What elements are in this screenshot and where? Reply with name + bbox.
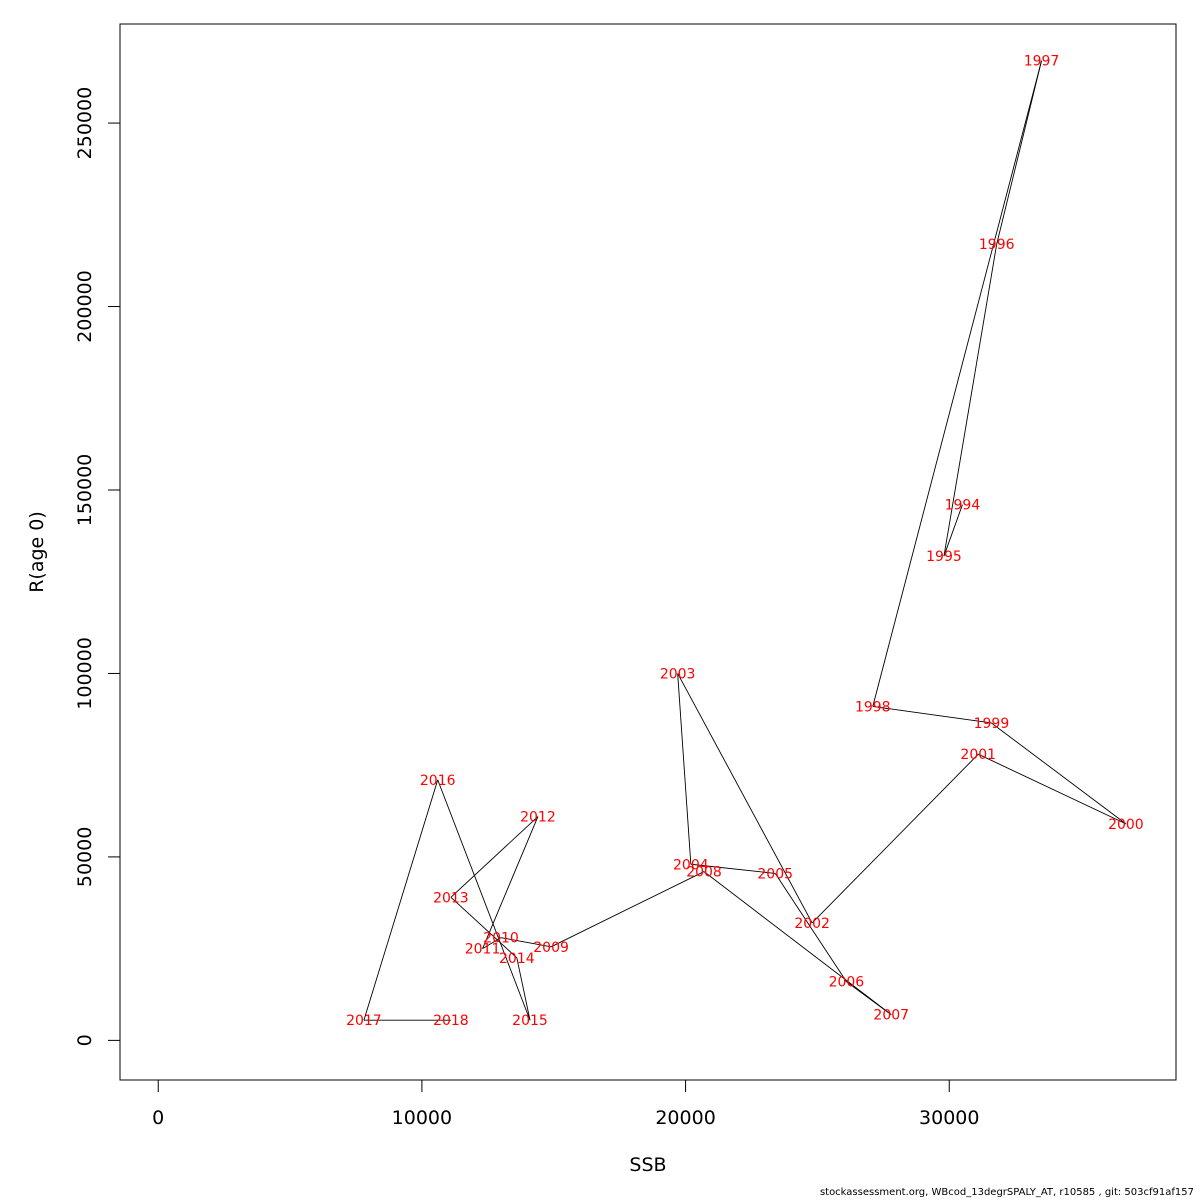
footer-note: stockassessment.org, WBcod_13degrSPALY_A…: [819, 1187, 1194, 1198]
series-segment: [943, 504, 963, 557]
x-tick-label: 0: [152, 1107, 164, 1129]
series-segment: [450, 816, 539, 898]
year-label: 2004: [673, 857, 709, 873]
series-segment: [690, 863, 776, 874]
x-tick-label: 10000: [392, 1107, 452, 1129]
series-segment: [996, 60, 1042, 245]
year-label: 2005: [757, 866, 793, 882]
y-tick-label: 250000: [74, 87, 96, 160]
year-label: 2001: [960, 747, 996, 763]
y-tick-label: 100000: [74, 637, 96, 710]
x-tick-label: 30000: [919, 1107, 979, 1129]
year-label: 2007: [873, 1008, 909, 1024]
series-segment: [991, 722, 1127, 825]
series-segment: [500, 937, 552, 948]
year-label: 2008: [686, 865, 722, 881]
year-label: 2003: [660, 666, 696, 682]
year-label: 1995: [926, 549, 962, 565]
year-label: 2010: [483, 931, 519, 947]
series-segment: [437, 779, 531, 1021]
series-segment: [450, 896, 518, 959]
year-label: 2009: [533, 940, 569, 956]
year-label: 2017: [346, 1013, 382, 1029]
year-label: 1999: [974, 716, 1010, 732]
series-segment: [482, 816, 539, 949]
year-label: 2000: [1108, 817, 1144, 833]
plot-frame: [119, 23, 1177, 1081]
year-label: 1997: [1024, 54, 1060, 70]
series-segment: [363, 779, 439, 1021]
series-segment: [550, 871, 705, 948]
series-segment: [978, 753, 1127, 825]
year-label: 2002: [794, 916, 830, 932]
y-tick-label: 150000: [74, 454, 96, 527]
series-segment: [516, 957, 531, 1021]
y-axis: 0 50000 100000 150000 200000 250000: [74, 87, 121, 1046]
year-label: 1996: [979, 237, 1015, 253]
point-labels: 1994 1995 1996 1997 1998 1999 2000 2001 2002 2003…: [346, 54, 1144, 1029]
x-axis-title: SSB: [629, 1154, 666, 1176]
year-label: 2016: [420, 773, 456, 789]
y-tick-label: 50000: [74, 827, 96, 887]
series-segment: [943, 244, 998, 557]
series-segment: [677, 673, 692, 865]
series-segment: [677, 673, 813, 924]
y-tick-label: 200000: [74, 270, 96, 343]
year-label: 2011: [465, 942, 501, 958]
series-segment: [811, 753, 979, 924]
year-label: 2013: [433, 890, 469, 906]
x-axis: 0 10000 20000 30000: [152, 1079, 979, 1129]
year-label: 1998: [855, 699, 891, 715]
series-segment: [482, 937, 502, 950]
series-segment: [703, 871, 892, 1016]
series-segment: [872, 706, 992, 724]
year-label: 2014: [499, 951, 535, 967]
series-segment: [872, 60, 1042, 707]
year-label: 2012: [520, 810, 556, 826]
year-label: 1994: [945, 498, 981, 514]
y-axis-title: R(age 0): [26, 511, 48, 593]
series-lines: [363, 60, 1127, 1021]
year-label: 2018: [433, 1013, 469, 1029]
x-tick-label: 20000: [655, 1107, 715, 1129]
y-tick-label: 0: [74, 1034, 96, 1046]
series-segment: [774, 873, 847, 982]
year-label: 2015: [512, 1013, 548, 1029]
year-label: 2006: [829, 975, 865, 991]
